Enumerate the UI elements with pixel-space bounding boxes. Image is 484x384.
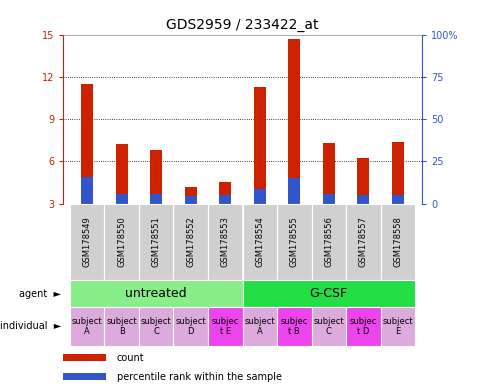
Bar — [81, 177, 93, 204]
Bar — [219, 195, 231, 204]
Bar — [104, 204, 139, 280]
Bar — [173, 307, 208, 346]
Text: GSM178555: GSM178555 — [289, 217, 298, 267]
Text: subject
C: subject C — [141, 317, 171, 336]
Text: GSM178552: GSM178552 — [186, 217, 195, 267]
Text: GSM178553: GSM178553 — [220, 217, 229, 267]
Text: untreated: untreated — [125, 287, 187, 300]
Bar — [242, 307, 276, 346]
Bar — [139, 204, 173, 280]
Bar — [345, 204, 380, 280]
Text: subjec
t D: subjec t D — [349, 317, 376, 336]
Bar — [380, 307, 414, 346]
Text: GSM178557: GSM178557 — [358, 217, 367, 267]
Bar — [173, 204, 208, 280]
Bar — [357, 159, 368, 204]
Bar — [253, 189, 265, 204]
Text: GSM178550: GSM178550 — [117, 217, 126, 267]
Bar — [276, 204, 311, 280]
Bar — [391, 142, 403, 204]
Bar — [357, 195, 368, 204]
Text: subject
B: subject B — [106, 317, 137, 336]
Text: count: count — [117, 353, 144, 363]
Bar — [70, 280, 242, 307]
Bar — [253, 87, 265, 204]
Title: GDS2959 / 233422_at: GDS2959 / 233422_at — [166, 18, 318, 32]
Bar — [150, 150, 162, 204]
Bar — [287, 39, 300, 204]
Bar — [63, 354, 106, 361]
Bar — [208, 307, 242, 346]
Bar — [184, 197, 197, 204]
Bar — [116, 194, 127, 204]
Bar — [391, 195, 403, 204]
Bar — [287, 178, 300, 204]
Text: percentile rank within the sample: percentile rank within the sample — [117, 372, 281, 382]
Bar — [219, 182, 231, 204]
Bar — [311, 204, 345, 280]
Bar — [242, 280, 414, 307]
Text: subjec
t E: subjec t E — [211, 317, 239, 336]
Text: individual  ►: individual ► — [0, 321, 61, 331]
Bar — [116, 144, 127, 204]
Bar — [322, 143, 334, 204]
Text: subject
C: subject C — [313, 317, 343, 336]
Bar — [150, 194, 162, 204]
Bar — [184, 187, 197, 204]
Text: subject
E: subject E — [382, 317, 412, 336]
Text: G-CSF: G-CSF — [309, 287, 347, 300]
Bar — [322, 194, 334, 204]
Bar — [208, 204, 242, 280]
Bar — [242, 204, 276, 280]
Text: GSM178556: GSM178556 — [324, 217, 333, 267]
Text: GSM178549: GSM178549 — [83, 217, 91, 267]
Text: agent  ►: agent ► — [19, 289, 61, 299]
Bar — [276, 307, 311, 346]
Bar — [70, 204, 104, 280]
Text: GSM178554: GSM178554 — [255, 217, 264, 267]
Bar — [63, 373, 106, 380]
Bar — [104, 307, 139, 346]
Bar — [311, 307, 345, 346]
Bar — [70, 307, 104, 346]
Text: GSM178551: GSM178551 — [151, 217, 160, 267]
Bar — [139, 307, 173, 346]
Bar — [380, 204, 414, 280]
Text: GSM178558: GSM178558 — [393, 217, 401, 267]
Bar — [345, 307, 380, 346]
Text: subject
D: subject D — [175, 317, 206, 336]
Text: subject
A: subject A — [244, 317, 274, 336]
Text: subjec
t B: subjec t B — [280, 317, 307, 336]
Bar — [81, 84, 93, 204]
Text: subject
A: subject A — [72, 317, 102, 336]
